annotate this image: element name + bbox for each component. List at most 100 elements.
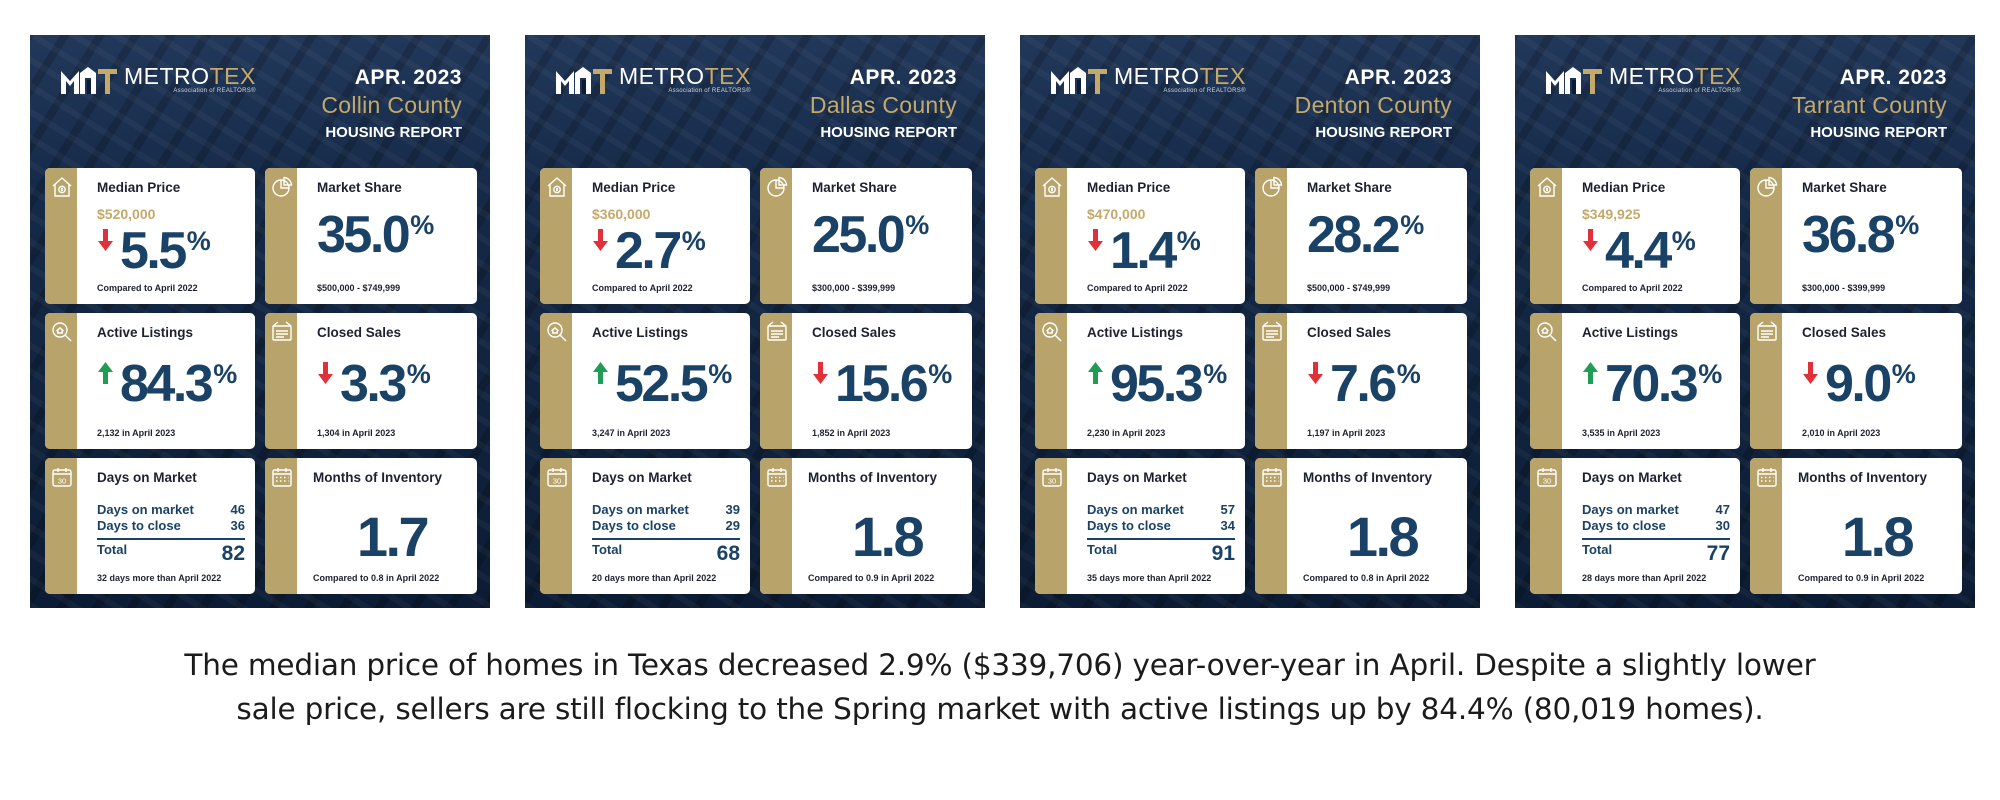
percent-sign: % [1396,359,1421,389]
percent-sign: % [928,359,953,389]
brand-name-part1: METRO [1114,63,1200,89]
days-to-close-row: Days to close 29 [592,518,740,534]
total-row: Total 68 [592,538,740,564]
tile-title: Days on Market [1582,470,1682,485]
tile-title: Months of Inventory [1798,470,1927,485]
caption-line-1: The median price of homes in Texas decre… [184,648,1816,682]
row-value: 46 [230,502,245,517]
months-inventory-tile: Months of Inventory 1.7 Compared to 0.8 in… [265,458,477,594]
median-price-tile: Median Price $520,000 5.5% Compared to Apri… [45,168,255,304]
row-label: Days on market [1087,502,1184,517]
change-number: 52.5 [615,355,709,413]
tile-note: 3,535 in April 2023 [1582,428,1661,438]
percent-sign: % [1176,226,1201,256]
brand-logo: METROTEX Association of REALTORS® [1545,65,1741,95]
tile-stripe [760,168,792,304]
active-listings-tile: Active Listings 52.5% 3,247 in April 2023 [540,313,750,449]
report-header: APR. 2023 Tarrant County HOUSING REPORT [1792,65,1947,145]
tile-stripe [760,313,792,449]
tile-note: Compared to 0.8 in April 2022 [313,573,440,583]
percent-sign: % [708,359,733,389]
tile-stripe [760,458,792,594]
county-name: Collin County [321,92,462,118]
months-inventory-tile: Months of Inventory 1.8 Compared to 0.9 in… [760,458,972,594]
report-label: HOUSING REPORT [325,124,462,141]
inventory-number: 1.8 [1841,505,1915,568]
county-report-cards: METROTEX Association of REALTORS® APR. 202… [30,35,1975,608]
brand-association: Association of REALTORS® [173,88,256,94]
row-label: Days to close [592,518,676,533]
report-header: APR. 2023 Dallas County HOUSING REPORT [810,65,957,145]
metrotex-logo-icon [1546,67,1602,94]
tile-stripe [1255,168,1287,304]
tile-note: Compared to April 2022 [592,283,693,293]
brand-name: METROTEX [124,65,256,88]
metrotex-logo-icon [61,67,117,94]
metrotex-logo-icon [556,67,612,94]
brand-association: Association of REALTORS® [1163,88,1246,94]
brand-logo: METROTEX Association of REALTORS® [60,65,256,95]
down-arrow-icon [1308,362,1323,384]
change-number: 15.6 [835,355,929,413]
tile-note: Compared to April 2022 [1087,283,1188,293]
tile-title: Closed Sales [1802,325,1887,340]
active-listings-tile: Active Listings 84.3% 2,132 in April 2023 [45,313,255,449]
market-share-tile: Market Share 36.8% $300,000 - $399,999 [1750,168,1962,304]
tile-note: 1,852 in April 2023 [812,428,891,438]
stats-grid: Median Price $520,000 5.5% Compared to Apri… [45,168,477,594]
change-number: 2.7 [615,222,682,280]
active-listings-change: 52.5% [592,357,732,411]
months-inventory-value: 1.8 [812,506,962,568]
percent-sign: % [1671,226,1696,256]
tile-note: Compared to April 2022 [97,283,198,293]
tile-stripe [1035,168,1067,304]
change-number: 84.3 [120,355,214,413]
total-label: Total [592,542,623,557]
svg-text:30: 30 [1543,477,1551,486]
total-row: Total 82 [97,538,245,564]
price-range: $300,000 - $399,999 [1802,283,1886,293]
median-price-tile: Median Price $360,000 2.7% Compared to Apri… [540,168,750,304]
active-listings-tile: Active Listings 70.3% 3,535 in April 2023 [1530,313,1740,449]
share-number: 28.2 [1307,206,1401,264]
share-number: 25.0 [812,206,906,264]
closed-sales-change: 9.0% [1802,357,1916,411]
active-listings-tile: Active Listings 95.3% 2,230 in April 2023 [1035,313,1245,449]
closed-sales-change: 3.3% [317,357,431,411]
change-number: 3.3 [340,355,407,413]
median-price-change: 2.7% [592,224,706,278]
brand-name: METROTEX [1114,63,1246,89]
closed-sales-change: 7.6% [1307,357,1421,411]
report-label: HOUSING REPORT [820,124,957,141]
percent-sign: % [213,359,238,389]
percent-sign: % [1891,359,1916,389]
svg-text:30: 30 [58,477,66,486]
down-arrow-icon [813,362,828,384]
svg-text:30: 30 [553,477,561,486]
total-value: 77 [1706,542,1730,565]
metrotex-logo-icon [1051,67,1107,94]
inventory-number: 1.8 [1346,505,1420,568]
months-inventory-value: 1.7 [317,506,467,568]
brand-logo: METROTEX Association of REALTORS® [1050,65,1246,95]
brand-association: Association of REALTORS® [1658,88,1741,94]
report-month: APR. 2023 [354,66,462,89]
median-price-change: 5.5% [97,224,211,278]
median-price-value: $360,000 [592,206,651,222]
median-price-change: 1.4% [1087,224,1201,278]
tile-note: 1,197 in April 2023 [1307,428,1386,438]
months-inventory-tile: Months of Inventory 1.8 Compared to 0.8 in… [1255,458,1467,594]
up-arrow-icon [593,362,608,384]
tile-title: Active Listings [1087,325,1184,340]
days-breakdown: Days on market 47 Days to close 30 Total 77 [1582,502,1730,564]
closed-sales-tile: Closed Sales 9.0% 2,010 in April 2023 [1750,313,1962,449]
report-label: HOUSING REPORT [1810,124,1947,141]
change-number: 1.4 [1110,222,1177,280]
price-range: $300,000 - $399,999 [812,283,896,293]
inventory-number: 1.7 [356,505,430,568]
total-row: Total 77 [1582,538,1730,564]
summary-caption: The median price of homes in Texas decre… [60,643,1940,731]
days-to-close-row: Days to close 36 [97,518,245,534]
market-share-value: 36.8% [1802,208,1919,262]
row-value: 29 [725,518,740,533]
